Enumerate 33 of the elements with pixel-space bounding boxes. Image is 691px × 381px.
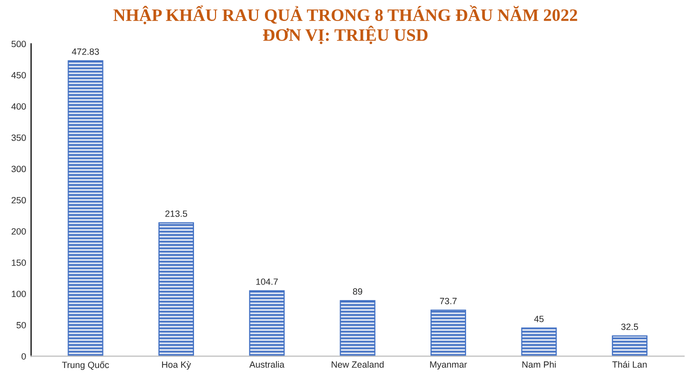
- data-label: 104.7: [256, 278, 278, 285]
- x-tick-label: Trung Quốc: [62, 361, 109, 370]
- y-tick-label: 300: [12, 166, 26, 172]
- x-tick-label: Australia: [249, 361, 284, 368]
- x-tick-label: Nam Phi: [522, 361, 556, 368]
- data-label: 472.83: [72, 48, 99, 55]
- data-label: 213.5: [165, 210, 188, 217]
- data-label: 45: [534, 316, 544, 322]
- bar: [612, 335, 648, 356]
- y-tick-label: 0: [22, 353, 26, 360]
- data-label: 32.5: [621, 324, 638, 330]
- x-tick-label: Hoa Kỳ: [162, 361, 191, 370]
- bar: [158, 222, 194, 356]
- x-tick-label: New Zealand: [332, 361, 384, 368]
- y-tick-label: 50: [16, 322, 26, 328]
- bar: [249, 290, 285, 356]
- chart-title: NHẬP KHẨU RAU QUẢ TRONG 8 THÁNG ĐẦU NĂM 2022 ĐƠN VỊ: TRIỆU USD: [113, 5, 578, 44]
- y-tick-label: 400: [11, 103, 26, 110]
- x-tick-label: Thái Lan: [612, 360, 647, 368]
- data-label: 89: [352, 288, 362, 295]
- y-tick-label: 450: [11, 72, 26, 78]
- y-tick-label: 150: [12, 259, 26, 266]
- bar: [521, 328, 557, 356]
- y-tick-label: 500: [12, 40, 26, 48]
- data-label: 73.7: [440, 298, 457, 304]
- y-tick-label: 350: [12, 134, 26, 141]
- y-tick-label: 250: [12, 196, 26, 204]
- x-tick-label: Myanmar: [430, 361, 467, 370]
- bar: [340, 300, 376, 356]
- bar: [68, 60, 104, 356]
- y-tick-label: 200: [12, 228, 26, 235]
- y-tick-label: 100: [12, 290, 26, 298]
- bar: [430, 310, 466, 356]
